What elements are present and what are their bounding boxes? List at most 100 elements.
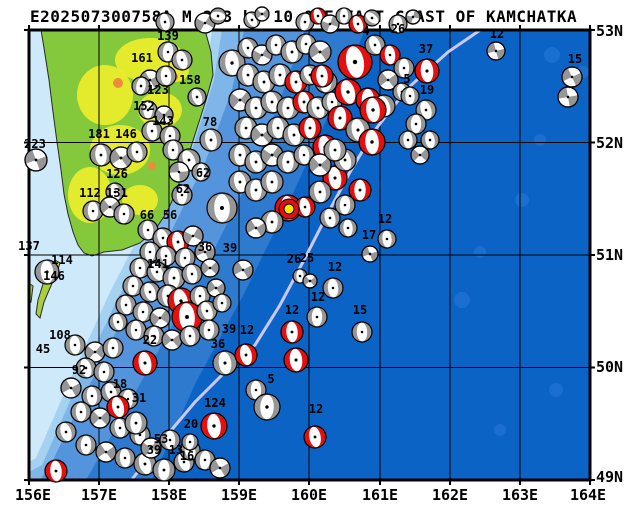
beachball-gray bbox=[191, 162, 211, 182]
beachball-gray bbox=[139, 241, 161, 263]
beachball-gray bbox=[212, 293, 232, 313]
beachball-gray bbox=[174, 247, 196, 269]
depth-label: 12 bbox=[240, 323, 254, 337]
beachball-gray bbox=[293, 144, 315, 166]
beachball-gray bbox=[181, 433, 199, 451]
beachball-gray bbox=[245, 217, 267, 239]
depth-label: 124 bbox=[204, 396, 226, 410]
beachball-red bbox=[379, 44, 401, 66]
depth-label: 12 bbox=[490, 27, 504, 41]
beachball-gray bbox=[146, 261, 168, 283]
beachball-gray bbox=[393, 57, 415, 79]
mainshock-epicenter bbox=[278, 198, 300, 220]
beachball-gray bbox=[320, 14, 340, 34]
depth-label: 12 bbox=[328, 260, 342, 274]
beachball-red bbox=[310, 64, 334, 88]
beachball-gray bbox=[199, 128, 223, 152]
depth-label: 108 bbox=[49, 328, 71, 342]
beachball-gray bbox=[132, 301, 154, 323]
lat-label: 51N bbox=[596, 246, 623, 264]
beachball-gray bbox=[486, 41, 506, 61]
beachball-gray bbox=[60, 377, 82, 399]
beachball-gray bbox=[108, 312, 128, 332]
beachball-gray bbox=[155, 12, 175, 32]
beachball-gray bbox=[361, 245, 379, 263]
beachball-gray bbox=[24, 148, 48, 172]
beachball-gray bbox=[276, 150, 300, 174]
depth-label: 161 bbox=[131, 51, 153, 65]
beachball-gray bbox=[182, 225, 204, 247]
depth-label: 22 bbox=[143, 333, 157, 347]
beachball-gray bbox=[557, 86, 579, 108]
depth-label: 112 bbox=[79, 186, 101, 200]
beachball-gray bbox=[171, 184, 193, 206]
depth-label: 62 bbox=[196, 166, 210, 180]
depth-label: 126 bbox=[106, 167, 128, 181]
beachball-gray bbox=[398, 130, 418, 150]
depth-label: 143 bbox=[152, 114, 174, 128]
beachball-red bbox=[280, 320, 304, 344]
beachball-red bbox=[327, 105, 353, 131]
beachball-gray bbox=[308, 180, 332, 204]
beachball-gray bbox=[410, 145, 430, 165]
depth-label: 5 bbox=[267, 372, 274, 386]
beachball-gray bbox=[140, 437, 162, 459]
beachball-gray bbox=[143, 325, 165, 347]
depth-label: 16 bbox=[180, 449, 194, 463]
beachball-gray bbox=[198, 319, 220, 341]
beachball-gray bbox=[155, 245, 177, 267]
beachball-gray bbox=[306, 306, 328, 328]
beachball-gray bbox=[209, 7, 227, 25]
beachball-red bbox=[44, 459, 68, 483]
depth-label: 39 bbox=[147, 443, 161, 457]
beachball-gray bbox=[194, 241, 216, 263]
bathymetry-blob bbox=[454, 292, 470, 308]
depth-label: 15 bbox=[568, 52, 582, 66]
bathymetry-blob bbox=[544, 47, 560, 63]
beachball-gray bbox=[196, 300, 218, 322]
beachball-gray bbox=[323, 138, 347, 162]
beachball-gray bbox=[75, 357, 97, 379]
depth-label: 92 bbox=[72, 363, 86, 377]
beachball-gray bbox=[209, 457, 231, 479]
beachball-red bbox=[348, 178, 372, 202]
depth-label: 62 bbox=[176, 182, 190, 196]
depth-label: 158 bbox=[179, 73, 201, 87]
beachball-red bbox=[337, 44, 373, 80]
bathymetry-blob bbox=[549, 383, 563, 397]
beachball-gray bbox=[126, 141, 148, 163]
elevation-highland bbox=[77, 65, 133, 125]
beachball-gray bbox=[125, 319, 147, 341]
depth-label: 20 bbox=[184, 417, 198, 431]
beachball-gray bbox=[400, 86, 420, 106]
depth-label: 12 bbox=[378, 212, 392, 226]
depth-label: 36 bbox=[211, 337, 225, 351]
beachball-gray bbox=[405, 9, 421, 25]
beachball-gray bbox=[405, 113, 427, 135]
beachball-red bbox=[414, 58, 440, 84]
beachball-gray bbox=[415, 99, 437, 121]
depth-label: 4 bbox=[362, 24, 369, 38]
beachball-red bbox=[294, 196, 316, 218]
lon-label: 158E bbox=[151, 486, 187, 504]
beachball-gray bbox=[139, 281, 161, 303]
beachball-gray bbox=[254, 6, 270, 22]
beachball-gray bbox=[161, 329, 183, 351]
beachball-gray bbox=[308, 40, 332, 64]
depth-label: 36 bbox=[198, 240, 212, 254]
beachball-gray bbox=[114, 447, 136, 469]
beachball-gray bbox=[364, 34, 386, 56]
depth-label: 26 bbox=[287, 252, 301, 266]
depth-label: 139 bbox=[157, 29, 179, 43]
depth-label: 26 bbox=[391, 22, 405, 36]
depth-label: 137 bbox=[18, 239, 40, 253]
beachball-gray bbox=[157, 41, 179, 63]
beachball-gray bbox=[351, 321, 373, 343]
beachball-red bbox=[106, 395, 130, 419]
beachball-gray bbox=[295, 12, 315, 32]
depth-label: 45 bbox=[36, 342, 50, 356]
depth-label: 114 bbox=[51, 253, 73, 267]
beachball-gray bbox=[70, 401, 92, 423]
